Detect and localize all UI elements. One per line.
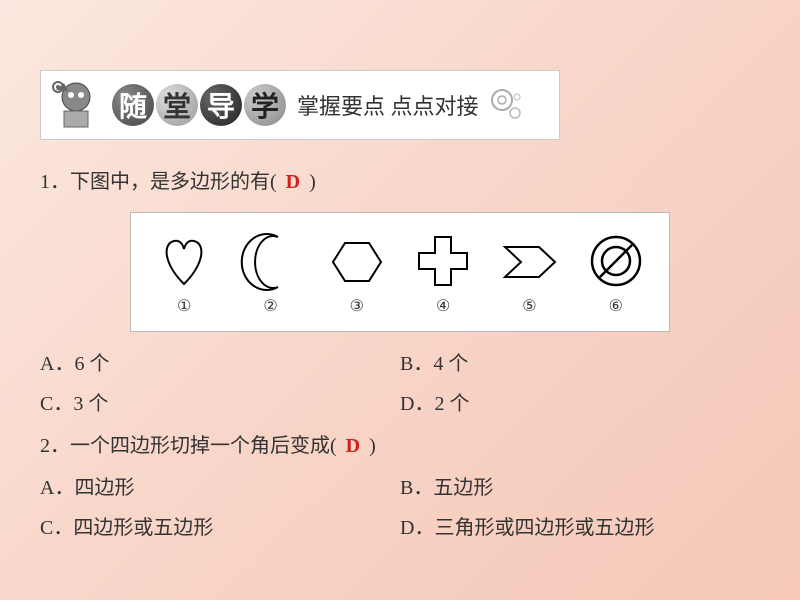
q2-text-after: ) xyxy=(369,435,376,457)
q1-line: 1．下图中，是多边形的有( D ) xyxy=(40,160,760,204)
q2-opt-b: B．五边形 xyxy=(400,468,760,508)
q2-line: 2．一个四边形切掉一个角后变成( D ) xyxy=(40,424,760,468)
q2-opt-d: D．三角形或四边形或五边形 xyxy=(400,508,760,548)
shape-label-3: ③ xyxy=(350,296,364,316)
shape-label-1: ① xyxy=(177,296,191,316)
shape-2: ② xyxy=(230,229,310,316)
shape-label-2: ② xyxy=(263,296,277,316)
cartoon-icon xyxy=(46,75,106,135)
q1-opt-d: D．2 个 xyxy=(400,384,760,424)
q1-opt-b: B．4 个 xyxy=(400,344,760,384)
shape-label-5: ⑤ xyxy=(522,296,536,316)
shapes-box: ① ② ③ ④ ⑤ xyxy=(130,212,670,332)
q2-opt-c: C．四边形或五边形 xyxy=(40,508,400,548)
header-banner: 随 堂 导 学 掌握要点 点点对接 xyxy=(40,70,560,140)
no-sign-icon xyxy=(586,229,646,294)
q2-options: A．四边形 B．五边形 C．四边形或五边形 D．三角形或四边形或五边形 xyxy=(40,468,760,548)
title-char-1: 随 xyxy=(112,84,154,126)
q2-text-before: 一个四边形切掉一个角后变成( xyxy=(70,435,337,457)
shape-5: ⑤ xyxy=(489,229,569,316)
header-subtitle: 掌握要点 点点对接 xyxy=(297,89,479,121)
shape-label-6: ⑥ xyxy=(609,296,623,316)
title-circles: 随 堂 导 学 xyxy=(111,84,287,126)
q1-text-after: ) xyxy=(309,171,316,193)
q1-opt-a: A．6 个 xyxy=(40,344,400,384)
title-char-3: 导 xyxy=(200,84,242,126)
q1-text-before: 下图中，是多边形的有( xyxy=(70,171,277,193)
q1-options: A．6 个 B．4 个 C．3 个 D．2 个 xyxy=(40,344,760,424)
cross-icon xyxy=(413,229,473,294)
content-area: 1．下图中，是多边形的有( D ) ① ② ③ ④ xyxy=(40,160,760,548)
shape-6: ⑥ xyxy=(576,229,656,316)
shape-4: ④ xyxy=(403,229,483,316)
hexagon-icon xyxy=(327,229,387,294)
title-char-4: 学 xyxy=(244,84,286,126)
crescent-icon xyxy=(240,229,300,294)
shape-1: ① xyxy=(144,229,224,316)
title-char-2: 堂 xyxy=(156,84,198,126)
heart-icon xyxy=(154,229,214,294)
q2-answer: D xyxy=(346,435,360,457)
q1-answer: D xyxy=(286,171,300,193)
q2-number: 2． xyxy=(40,435,70,457)
shape-3: ③ xyxy=(317,229,397,316)
q1-number: 1． xyxy=(40,171,70,193)
decoration-circles-icon xyxy=(487,85,527,125)
shape-label-4: ④ xyxy=(436,296,450,316)
q2-opt-a: A．四边形 xyxy=(40,468,400,508)
arrow-icon xyxy=(499,229,559,294)
q1-opt-c: C．3 个 xyxy=(40,384,400,424)
